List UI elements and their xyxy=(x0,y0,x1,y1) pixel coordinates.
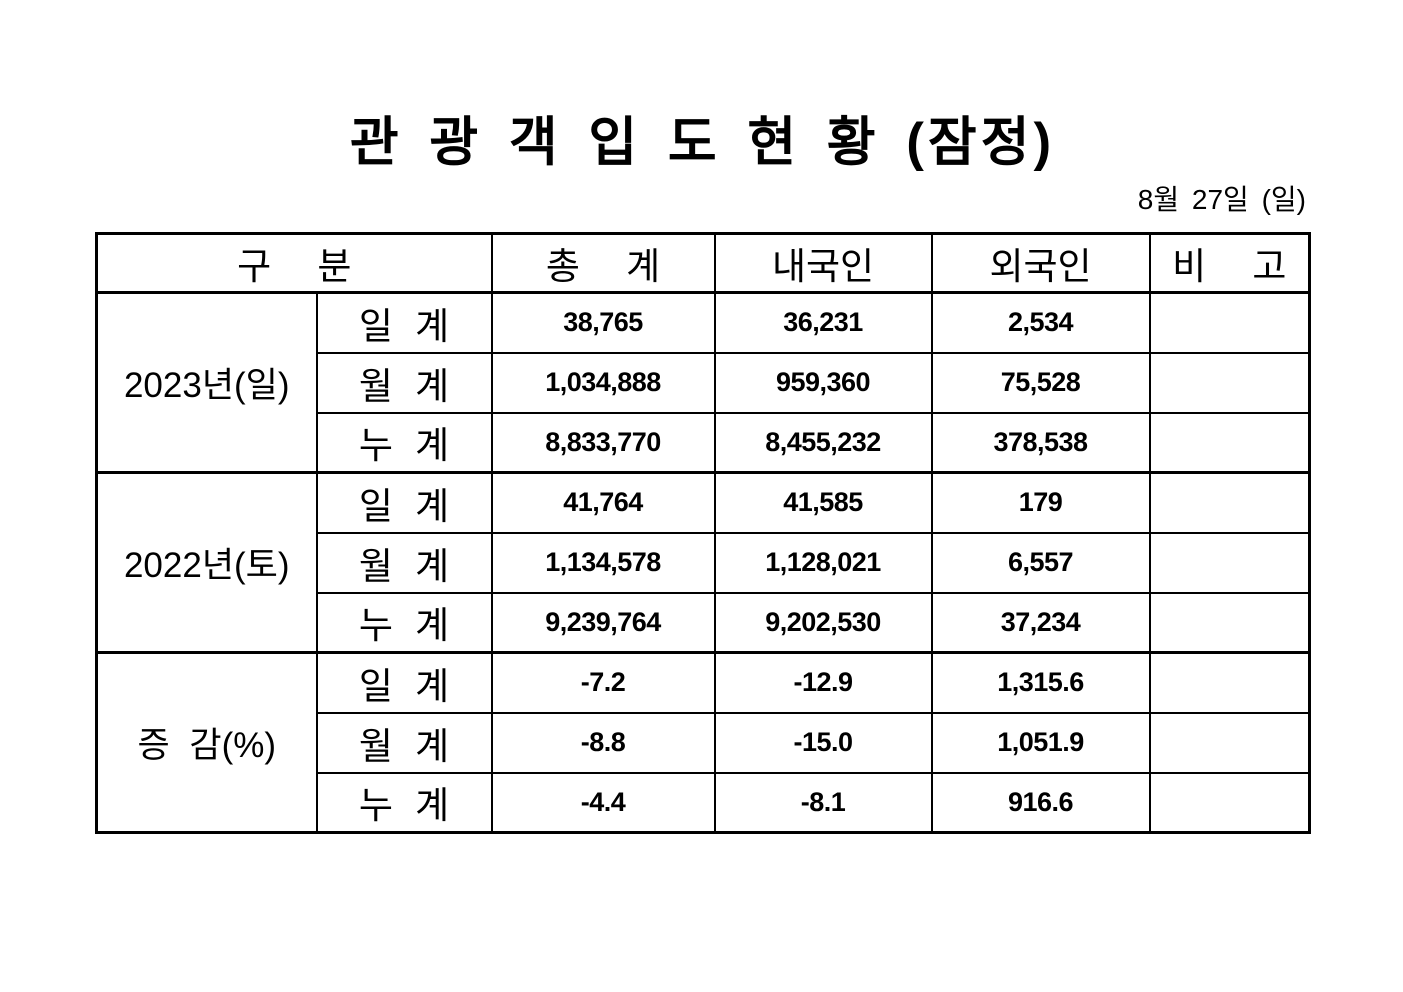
note-cell xyxy=(1148,531,1311,594)
foreign-cell: 6,557 xyxy=(930,531,1151,594)
domestic-cell: 959,360 xyxy=(713,351,933,414)
table-row: 월 계 -8.8 -15.0 1,051.9 xyxy=(97,711,1311,774)
total-cell: 1,134,578 xyxy=(490,531,716,594)
header-note: 비 고 xyxy=(1148,232,1311,294)
table-row: 누 계 -4.4 -8.1 916.6 xyxy=(97,771,1311,834)
table-row: 월 계 1,134,578 1,128,021 6,557 xyxy=(97,531,1311,594)
note-cell xyxy=(1148,771,1311,834)
domestic-cell: -8.1 xyxy=(713,771,933,834)
row-label-cell: 누 계 xyxy=(315,591,493,654)
foreign-cell: 75,528 xyxy=(930,351,1151,414)
year-cell-change-pct: 증 감(%) xyxy=(95,651,318,834)
total-cell: -4.4 xyxy=(490,771,716,834)
year-cell-2023: 2023년(일) xyxy=(95,291,318,474)
row-label-cell: 누 계 xyxy=(315,771,493,834)
total-cell: 8,833,770 xyxy=(490,411,716,474)
note-cell xyxy=(1148,411,1311,474)
note-cell xyxy=(1148,711,1311,774)
table-header-row: 구 분 총 계 내국인 외국인 비 고 xyxy=(95,232,1311,294)
header-gubun: 구 분 xyxy=(95,232,493,294)
foreign-cell: 1,315.6 xyxy=(930,651,1151,714)
note-cell xyxy=(1148,291,1311,354)
note-cell xyxy=(1148,351,1311,414)
row-label-cell: 일 계 xyxy=(315,291,493,354)
foreign-cell: 2,534 xyxy=(930,291,1151,354)
row-label-cell: 월 계 xyxy=(315,711,493,774)
domestic-cell: -12.9 xyxy=(713,651,933,714)
header-foreign: 외국인 xyxy=(930,232,1151,294)
table-row: 2022년(토) 일 계 41,764 41,585 179 xyxy=(95,471,1311,654)
row-label-cell: 일 계 xyxy=(315,651,493,714)
tourist-arrivals-table: 구 분 총 계 내국인 외국인 비 고 2023년(일) 일 계 38,765 … xyxy=(95,232,1311,834)
foreign-cell: 378,538 xyxy=(930,411,1151,474)
total-cell: -7.2 xyxy=(490,651,716,714)
table-row: 월 계 1,034,888 959,360 75,528 xyxy=(97,351,1311,414)
domestic-cell: 8,455,232 xyxy=(713,411,933,474)
total-cell: 38,765 xyxy=(490,291,716,354)
note-cell xyxy=(1148,651,1311,714)
foreign-cell: 37,234 xyxy=(930,591,1151,654)
report-date: 8월 27일 (일) xyxy=(1137,184,1306,215)
header-total: 총 계 xyxy=(490,232,716,294)
note-cell xyxy=(1148,591,1311,654)
table-row: 누 계 8,833,770 8,455,232 378,538 xyxy=(97,411,1311,474)
domestic-cell: 1,128,021 xyxy=(713,531,933,594)
foreign-cell: 1,051.9 xyxy=(930,711,1151,774)
row-label-cell: 일 계 xyxy=(315,471,493,534)
foreign-cell: 916.6 xyxy=(930,771,1151,834)
row-label-cell: 누 계 xyxy=(315,411,493,474)
total-cell: 1,034,888 xyxy=(490,351,716,414)
page-title: 관 광 객 입 도 현 황 (잠정) xyxy=(349,113,1056,172)
total-cell: -8.8 xyxy=(490,711,716,774)
foreign-cell: 179 xyxy=(930,471,1151,534)
note-cell xyxy=(1148,471,1311,534)
table-row: 증 감(%) 일 계 -7.2 -12.9 1,315.6 xyxy=(95,651,1311,834)
domestic-cell: 41,585 xyxy=(713,471,933,534)
total-cell: 41,764 xyxy=(490,471,716,534)
table-row: 누 계 9,239,764 9,202,530 37,234 xyxy=(97,591,1311,654)
total-cell: 9,239,764 xyxy=(490,591,716,654)
year-cell-2022: 2022년(토) xyxy=(95,471,318,654)
table-row: 2023년(일) 일 계 38,765 36,231 2,534 xyxy=(95,291,1311,474)
domestic-cell: -15.0 xyxy=(713,711,933,774)
row-label-cell: 월 계 xyxy=(315,531,493,594)
domestic-cell: 36,231 xyxy=(713,291,933,354)
header-domestic: 내국인 xyxy=(713,232,933,294)
row-label-cell: 월 계 xyxy=(315,351,493,414)
domestic-cell: 9,202,530 xyxy=(713,591,933,654)
